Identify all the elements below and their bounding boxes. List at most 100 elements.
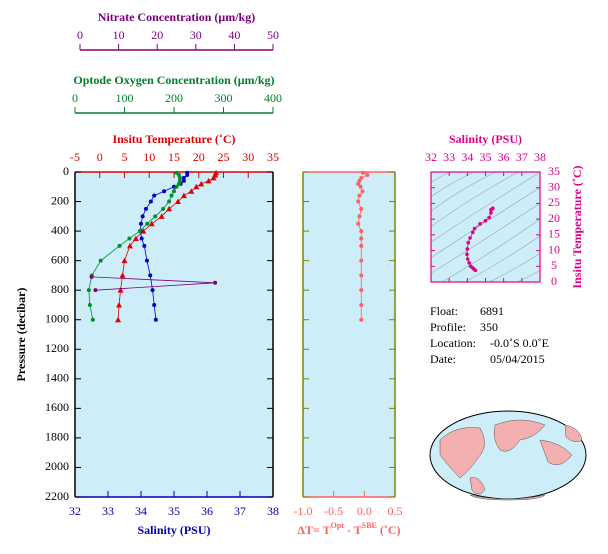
data-point (466, 240, 471, 245)
x-tick-label: 30 (190, 28, 202, 42)
data-point (148, 220, 155, 227)
data-point (174, 198, 181, 205)
y-tick-label: 2200 (45, 489, 69, 503)
x-tick-label: -5 (70, 150, 80, 164)
data-point (139, 236, 144, 241)
info-value: 6891 (480, 304, 504, 318)
y-tick-label: 20 (548, 211, 560, 225)
y-tick-label: 200 (51, 193, 69, 207)
data-point (470, 230, 475, 235)
data-point (172, 189, 176, 194)
data-point (359, 288, 364, 293)
x-tick-label: 34 (135, 504, 147, 518)
data-point (126, 242, 133, 249)
x-tick-label: 37 (234, 504, 246, 518)
info-label: Location: (430, 336, 476, 350)
x-tick-label: -1.0 (294, 504, 313, 518)
axis-title: Insitu Temperature (˚C) (112, 132, 235, 146)
data-point (98, 258, 103, 263)
axis-title: ΔT= TOpt - TSBE (˚C) (297, 521, 400, 536)
axis-title-part: SBE (362, 521, 377, 530)
data-point (198, 180, 205, 187)
y-tick-label: 10 (548, 242, 560, 256)
x-tick-label: 38 (267, 504, 279, 518)
y-tick-label: 5 (551, 258, 557, 272)
data-point (359, 258, 364, 263)
x-tick-label: 35 (168, 504, 180, 518)
data-point (140, 214, 145, 219)
data-point (181, 175, 186, 180)
axis-title: Salinity (PSU) (449, 132, 522, 146)
data-point (116, 301, 123, 308)
y-tick-label: 25 (548, 195, 560, 209)
x-tick-label: 30 (242, 150, 254, 164)
y-tick-label: 0 (63, 164, 69, 178)
data-point (115, 316, 122, 323)
data-point (356, 199, 361, 204)
data-point (213, 280, 218, 285)
data-point (90, 317, 95, 322)
data-point (465, 252, 469, 257)
data-point (188, 188, 195, 194)
x-tick-label: 32 (69, 504, 81, 518)
data-point (359, 206, 364, 211)
x-tick-label: 25 (218, 150, 230, 164)
data-point (121, 257, 128, 264)
info-value: 05/04/2015 (490, 352, 545, 366)
x-tick-label: 0 (77, 28, 83, 42)
axis-title: Nitrate Concentration (μm/kg) (98, 10, 255, 24)
data-point (86, 288, 91, 293)
x-tick-label: 40 (228, 28, 240, 42)
data-point (143, 206, 148, 211)
x-tick-label: 37 (516, 150, 528, 164)
data-point (144, 258, 149, 263)
y-tick-label: 800 (51, 282, 69, 296)
y-tick-label: 1400 (45, 371, 69, 385)
data-point (117, 287, 124, 293)
data-point (132, 235, 139, 241)
data-point (210, 174, 217, 181)
data-point (166, 205, 173, 212)
y-tick-label: 600 (51, 252, 69, 266)
x-tick-label: 0.5 (388, 504, 403, 518)
x-tick-label: 36 (498, 150, 510, 164)
data-point (472, 226, 477, 231)
data-point (87, 302, 92, 307)
data-point (150, 288, 155, 293)
y-tick-label: 1800 (45, 430, 69, 444)
data-point (181, 178, 186, 183)
data-point (361, 170, 366, 175)
data-point (487, 215, 491, 220)
data-point (162, 189, 167, 194)
data-point (468, 236, 472, 240)
x-tick-label: 35 (267, 150, 279, 164)
data-point (174, 184, 179, 189)
axis-title-part: (˚C) (377, 523, 401, 537)
x-tick-label: 36 (201, 504, 213, 518)
x-tick-label: 400 (264, 91, 282, 105)
data-point (357, 214, 362, 219)
y-tick-label: 1000 (45, 311, 69, 325)
info-label: Profile: (430, 320, 466, 334)
data-point (152, 193, 157, 198)
data-point (359, 243, 364, 248)
x-tick-label: 0 (72, 91, 78, 105)
x-tick-label: 300 (215, 91, 233, 105)
x-tick-label: 32 (425, 150, 437, 164)
profile-plot-area (75, 172, 273, 497)
data-point (359, 229, 364, 234)
delta-plot-area (303, 172, 395, 497)
axis-title: Salinity (PSU) (137, 523, 210, 537)
y-tick-label: 1600 (45, 400, 69, 414)
data-point (93, 288, 98, 293)
x-tick-label: 200 (165, 91, 183, 105)
data-point (158, 213, 165, 219)
data-point (148, 199, 153, 204)
x-tick-label: -0.5 (324, 504, 343, 518)
x-tick-label: 0.0 (357, 504, 372, 518)
data-point (148, 273, 153, 278)
data-point (358, 184, 363, 189)
y-tick-label: 30 (548, 179, 560, 193)
y-tick-label: 0 (551, 274, 557, 288)
x-tick-label: 15 (168, 150, 180, 164)
